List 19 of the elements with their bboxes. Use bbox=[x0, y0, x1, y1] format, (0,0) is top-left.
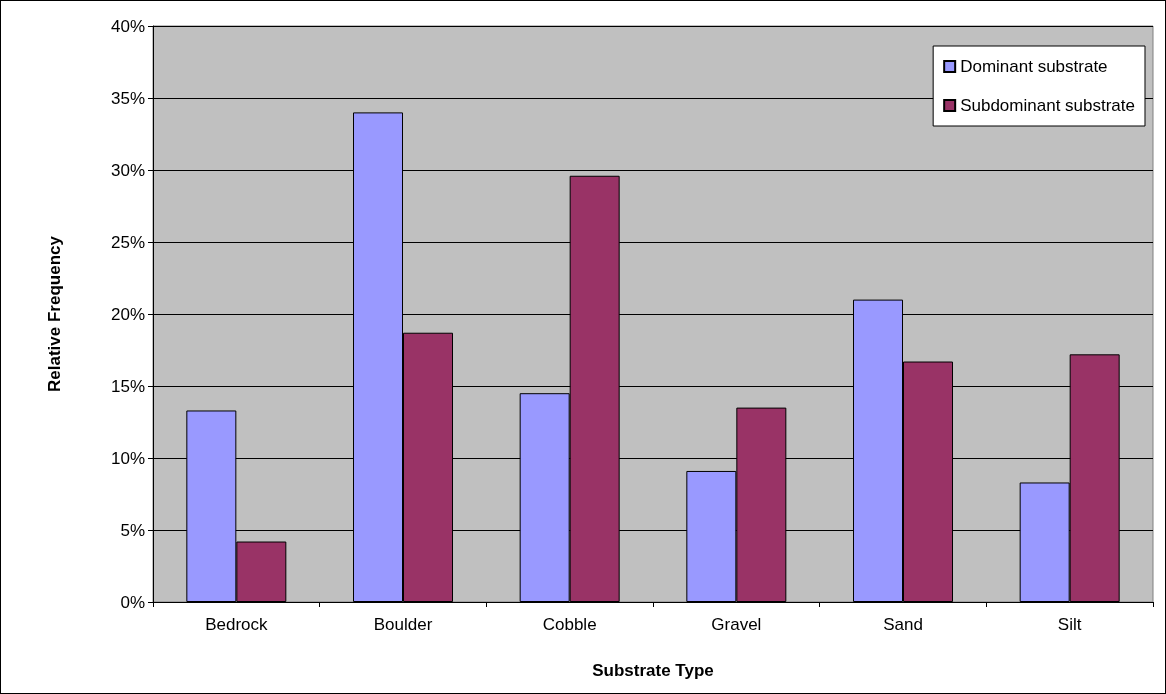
y-tick-label: 25% bbox=[110, 232, 145, 252]
y-tick-label: 0% bbox=[120, 592, 145, 612]
y-axis-title: Relative Frequency bbox=[45, 235, 64, 392]
x-tick-label: Bedrock bbox=[205, 615, 269, 634]
x-axis-title: Substrate Type bbox=[592, 661, 714, 680]
x-tick-label: Boulder bbox=[373, 615, 433, 634]
y-tick-label: 20% bbox=[110, 304, 145, 324]
y-tick-label: 40% bbox=[110, 16, 145, 36]
legend-label: Dominant substrate bbox=[960, 57, 1108, 76]
x-tick-label: Cobble bbox=[542, 615, 597, 634]
y-tick-label: 10% bbox=[110, 448, 145, 468]
y-tick-label: 30% bbox=[110, 160, 145, 180]
legend-label: Subdominant substrate bbox=[960, 96, 1136, 115]
y-tick-label: 15% bbox=[110, 376, 145, 396]
y-tick-label: 35% bbox=[110, 88, 145, 108]
y-tick-label: 5% bbox=[120, 520, 145, 540]
x-tick-label: Silt bbox=[1057, 615, 1082, 634]
x-tick-label: Sand bbox=[883, 615, 923, 634]
x-tick-label: Gravel bbox=[711, 615, 762, 634]
